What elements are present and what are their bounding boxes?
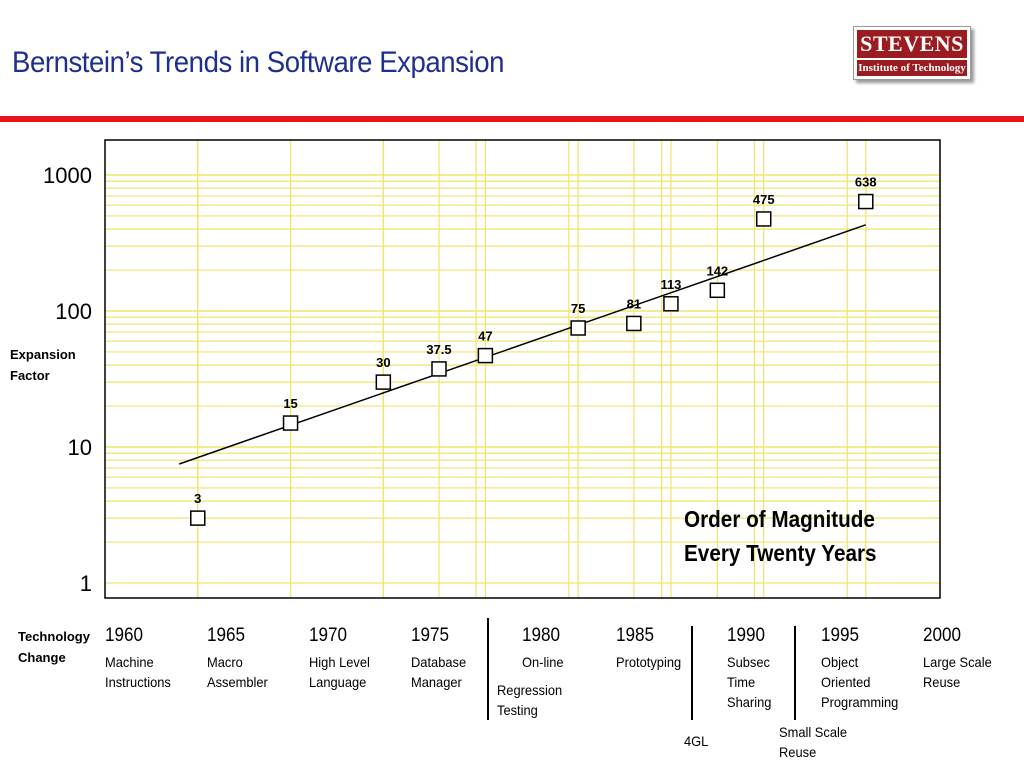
era-description-line: On-line <box>522 654 564 670</box>
data-label: 75 <box>571 301 585 316</box>
era-description-line: Machine <box>105 654 154 670</box>
y-axis-label-line-1: Expansion <box>10 347 76 362</box>
era-divider <box>691 626 693 720</box>
era-description: High Level Language <box>309 652 370 692</box>
logo-bottom-text: Institute of Technology <box>857 60 967 76</box>
era-description-line: Object <box>821 654 859 670</box>
data-point <box>570 320 586 336</box>
era-year: 2000 <box>923 625 962 646</box>
era-description-line: Manager <box>411 674 462 690</box>
era-description: Database Manager <box>411 652 466 692</box>
data-point <box>375 374 392 390</box>
era-description-line: Subsec <box>727 654 770 670</box>
small-scale-reuse-label: Small Scale Reuse <box>779 722 847 762</box>
era-divider <box>794 626 796 720</box>
data-label: 3 <box>194 491 201 506</box>
data-label: 638 <box>855 175 877 190</box>
title-divider <box>0 116 1024 122</box>
era-year: 1970 <box>309 625 348 646</box>
regression-testing-line-2: Testing <box>497 702 538 718</box>
y-tick-label: 1 <box>80 571 92 596</box>
slide-title: Bernstein’s Trends in Software Expansion <box>12 46 504 79</box>
data-point <box>663 296 679 312</box>
data-point <box>709 282 726 299</box>
era-description: Macro Assembler <box>207 652 268 692</box>
data-point <box>477 347 494 364</box>
data-point <box>858 193 874 210</box>
era-year: 1965 <box>207 625 246 646</box>
era-year: 1975 <box>411 625 450 646</box>
era-year: 1960 <box>105 625 144 646</box>
magnitude-annotation-line-1: Order of Magnitude <box>684 506 875 532</box>
data-label: 47 <box>478 329 492 344</box>
era-description-line: Large Scale <box>923 654 992 670</box>
regression-testing-label: Regression Testing <box>497 680 562 720</box>
small-scale-reuse-line-2: Reuse <box>779 744 817 760</box>
data-label: 30 <box>376 355 390 370</box>
era-description-line: Programming <box>821 694 899 710</box>
era-description-line: Reuse <box>923 674 961 690</box>
stevens-logo: STEVENS Institute of Technology <box>853 26 971 80</box>
era-year: 1990 <box>727 625 766 646</box>
era-description: Machine Instructions <box>105 652 171 692</box>
data-label: 15 <box>283 396 297 411</box>
data-point <box>755 211 772 227</box>
era-year: 1985 <box>616 625 655 646</box>
y-tick-label: 1000 <box>43 163 92 188</box>
era-divider <box>487 618 489 720</box>
era-description-line: Language <box>309 674 367 690</box>
data-label: 37.5 <box>426 342 451 357</box>
data-point <box>190 510 206 526</box>
small-scale-reuse-line-1: Small Scale <box>779 724 848 740</box>
era-year: 1995 <box>821 625 860 646</box>
data-label: 475 <box>753 192 775 207</box>
y-axis-label: Expansion Factor <box>10 344 76 386</box>
era-year: 1980 <box>522 625 561 646</box>
era-description-line: Instructions <box>105 674 171 690</box>
data-point <box>431 361 447 377</box>
era-description: Subsec Time Sharing <box>727 652 771 712</box>
logo-top-text: STEVENS <box>857 30 967 58</box>
data-point <box>626 315 642 332</box>
trend-line <box>178 224 867 465</box>
era-description-line: Prototyping <box>616 654 682 670</box>
era-description: On-line <box>522 652 564 672</box>
era-description-line: Oriented <box>821 674 871 690</box>
era-description-line: High Level <box>309 654 370 670</box>
magnitude-annotation-line-2: Every Twenty Years <box>684 540 877 566</box>
era-description: Large Scale Reuse <box>923 652 992 692</box>
era-description: Object Oriented Programming <box>821 652 898 712</box>
era-description-line: Macro <box>207 654 243 670</box>
data-point <box>282 415 299 431</box>
technology-change-line-1: Technology <box>18 629 90 644</box>
magnitude-annotation: Order of Magnitude Every Twenty Years <box>684 502 877 570</box>
era-description-line: Assembler <box>207 674 268 690</box>
plot-frame <box>104 139 941 599</box>
era-description-line: Sharing <box>727 694 772 710</box>
data-label: 113 <box>660 277 681 292</box>
technology-change-label: Technology Change <box>18 626 90 668</box>
y-tick-label: 10 <box>68 435 92 460</box>
era-description-line: Time <box>727 674 756 690</box>
era-description-line: Database <box>411 654 467 670</box>
data-label: 81 <box>627 296 641 311</box>
technology-change-line-2: Change <box>18 650 66 665</box>
regression-testing-line-1: Regression <box>497 682 563 698</box>
data-label: 142 <box>706 263 728 278</box>
y-tick-label: 100 <box>55 299 92 324</box>
fourgl-label: 4GL <box>684 733 709 749</box>
era-description: Prototyping <box>616 652 681 672</box>
y-axis-label-line-2: Factor <box>10 368 50 383</box>
